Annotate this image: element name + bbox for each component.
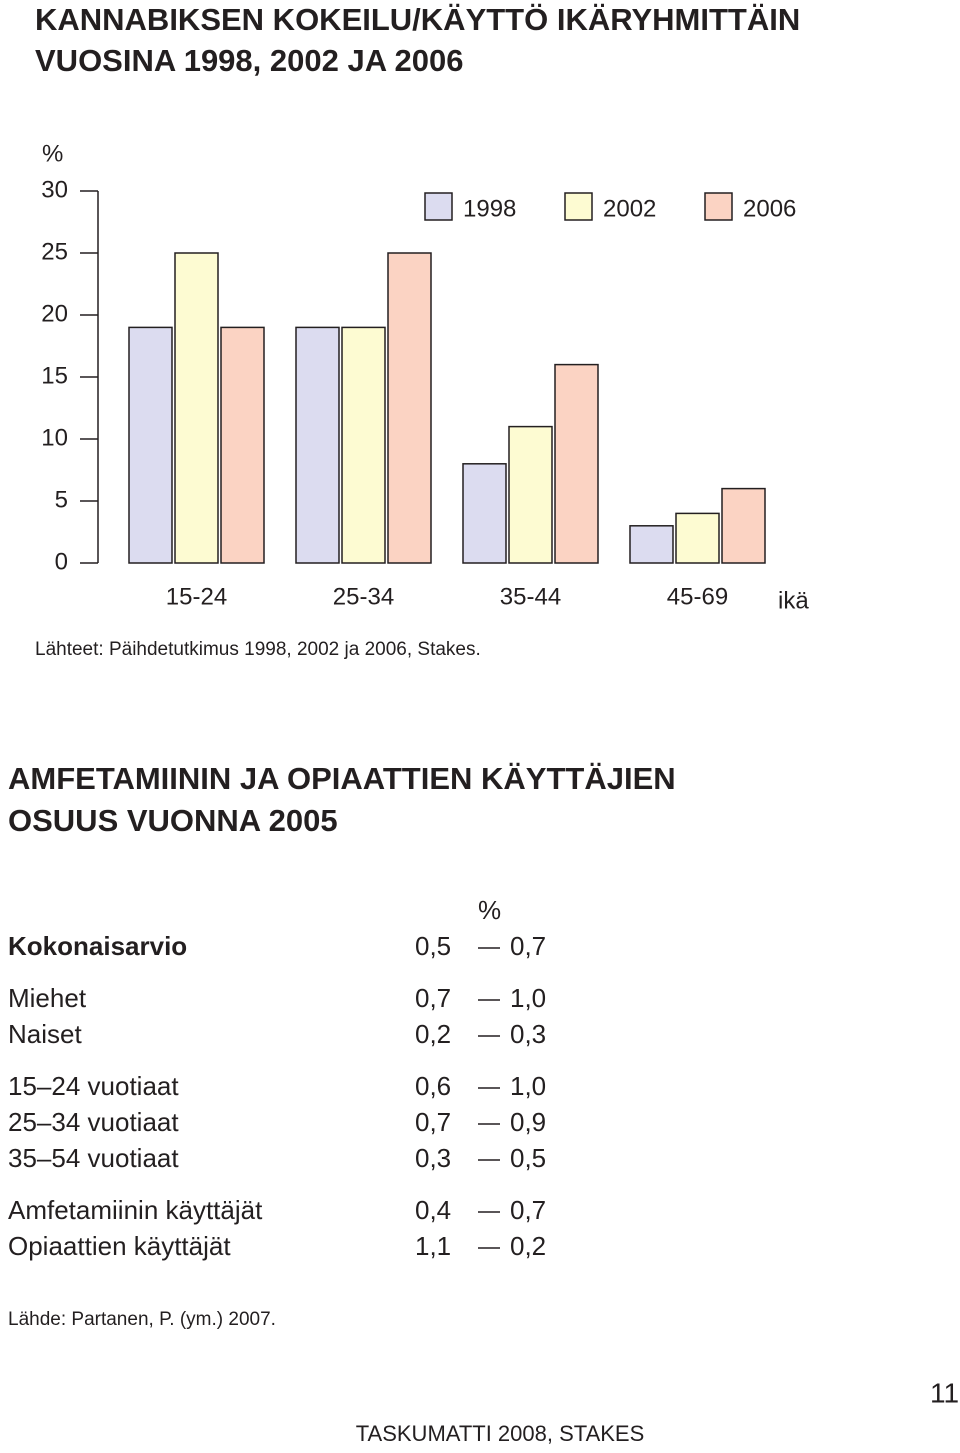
row-high: 1,0 [510, 1071, 546, 1101]
row-label: 35–54 vuotiaat [8, 1143, 179, 1173]
bar [387, 252, 432, 564]
bar [554, 363, 599, 564]
row-low: 0,7 [415, 1107, 451, 1137]
y-axis-label: % [42, 140, 63, 167]
y-tick-label: 30 [41, 176, 68, 203]
chart-title-line: VUOSINA 1998, 2002 JA 2006 [35, 43, 464, 78]
row-label: 25–34 vuotiaat [8, 1107, 179, 1137]
row-high: 0,2 [510, 1231, 546, 1261]
row-low: 0,5 [415, 931, 451, 961]
legend-label: 1998 [463, 195, 516, 222]
x-tick-label: 45-69 [667, 583, 728, 610]
bar [508, 425, 553, 564]
legend-swatch [424, 192, 453, 221]
row-label: Opiaattien käyttäjät [8, 1231, 231, 1261]
chart-source: Lähteet: Päihdetutkimus 1998, 2002 ja 20… [35, 639, 481, 660]
bar [341, 326, 386, 564]
y-tick-label: 5 [55, 486, 68, 513]
y-tick-label: 0 [55, 548, 68, 575]
row-label: Amfetamiinin käyttäjät [8, 1195, 263, 1225]
row-label: Miehet [8, 983, 87, 1013]
y-tick-label: 10 [41, 424, 68, 451]
x-tick-label: 15-24 [166, 583, 227, 610]
bar [128, 326, 173, 564]
bar [629, 525, 674, 564]
row-high: 0,5 [510, 1143, 546, 1173]
row-high: 0,9 [510, 1107, 546, 1137]
row-low: 0,6 [415, 1071, 451, 1101]
footer-text: TASKUMATTI 2008, STAKES [356, 1421, 645, 1446]
row-label: 15–24 vuotiaat [8, 1071, 179, 1101]
table-unit: % [478, 895, 501, 925]
chart-title-line: KANNABIKSEN KOKEILU/KÄYTTÖ IKÄRYHMITTÄIN [35, 2, 800, 37]
bar [675, 512, 720, 564]
table-title-line: AMFETAMIININ JA OPIAATTIEN KÄYTTÄJIEN [8, 761, 676, 796]
row-high: 0,7 [510, 1195, 546, 1225]
bar [174, 252, 219, 564]
table-title-line: OSUUS VUONNA 2005 [8, 803, 338, 838]
x-tick-label: 35-44 [500, 583, 561, 610]
legend-swatch [704, 192, 733, 221]
row-low: 0,2 [415, 1019, 451, 1049]
legend-label: 2006 [743, 195, 796, 222]
table-source: Lähde: Partanen, P. (ym.) 2007. [8, 1309, 276, 1330]
page-number: 11 [930, 1377, 959, 1408]
row-low: 0,3 [415, 1143, 451, 1173]
x-tick-label: 25-34 [333, 583, 394, 610]
bar [462, 463, 507, 564]
y-tick-label: 15 [41, 362, 68, 389]
x-axis-label: ikä [778, 587, 809, 614]
row-high: 0,7 [510, 931, 546, 961]
row-label: Naiset [8, 1019, 82, 1049]
row-low: 1,1 [415, 1231, 451, 1261]
y-tick-label: 20 [41, 300, 68, 327]
row-low: 0,4 [415, 1195, 451, 1225]
row-high: 0,3 [510, 1019, 546, 1049]
bar [220, 326, 265, 564]
bar [295, 326, 340, 564]
bar [721, 487, 766, 564]
row-low: 0,7 [415, 983, 451, 1013]
row-high: 1,0 [510, 983, 546, 1013]
y-tick-label: 25 [41, 238, 68, 265]
legend-label: 2002 [603, 195, 656, 222]
row-label: Kokonaisarvio [8, 931, 187, 961]
legend-swatch [564, 192, 593, 221]
